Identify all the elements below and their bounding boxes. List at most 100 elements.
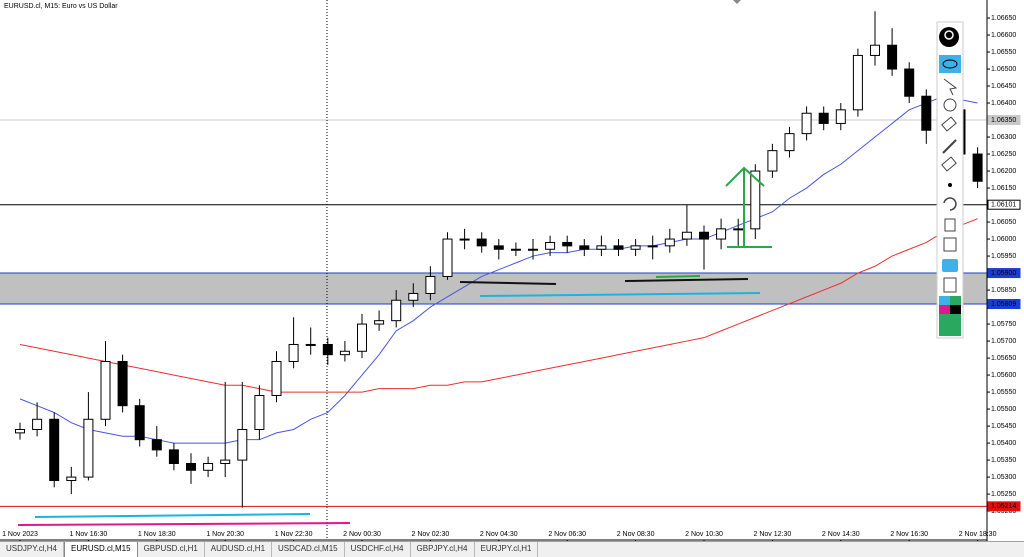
trendline bbox=[17, 522, 351, 526]
candle-body bbox=[391, 299, 402, 322]
candle-body bbox=[339, 350, 350, 356]
color-swatch[interactable] bbox=[939, 305, 950, 314]
trash-icon[interactable] bbox=[944, 218, 956, 232]
y-tick-label: 1.05350 bbox=[991, 457, 1016, 464]
level-label-box bbox=[987, 115, 1021, 126]
y-tick-label: 1.05950 bbox=[991, 253, 1016, 260]
y-tick-label: 1.05600 bbox=[991, 372, 1016, 379]
x-tick-label: 2 Nov 18:30 bbox=[959, 531, 997, 538]
candle-body bbox=[562, 241, 573, 247]
candle-body bbox=[528, 248, 538, 251]
chart-tab[interactable]: USDCHF.cl,H4 bbox=[345, 542, 411, 557]
logo-icon[interactable] bbox=[939, 27, 959, 47]
y-tick-label: 1.06200 bbox=[991, 168, 1016, 175]
candle-body bbox=[972, 153, 983, 182]
candle-body bbox=[699, 231, 709, 240]
chart-tab[interactable]: EURUSD.cl,M15 bbox=[63, 542, 138, 557]
ruler-icon[interactable] bbox=[941, 156, 957, 172]
chart-tab[interactable]: AUDUSD.cl,H1 bbox=[205, 542, 273, 557]
color-swatch[interactable] bbox=[939, 314, 961, 336]
candle-body bbox=[784, 133, 795, 152]
zone-layer bbox=[0, 273, 987, 305]
chart-tab[interactable]: GBPJPY.cl,H4 bbox=[411, 542, 475, 557]
candle-body bbox=[254, 394, 265, 430]
moving-average bbox=[19, 95, 978, 444]
eraser-icon[interactable] bbox=[941, 116, 957, 132]
level-layer bbox=[0, 119, 987, 507]
chart-tab[interactable]: EURJPY.cl,H1 bbox=[475, 542, 539, 557]
level-label-box bbox=[987, 199, 1021, 210]
candle-body bbox=[887, 44, 898, 70]
x-tick-label: 2 Nov 04:30 bbox=[480, 531, 518, 538]
candle-body bbox=[357, 323, 367, 352]
level-label: 1.05809 bbox=[991, 301, 1016, 308]
candle-body bbox=[733, 228, 744, 231]
y-tick-label: 1.06400 bbox=[991, 100, 1016, 107]
camera-icon[interactable] bbox=[942, 259, 958, 272]
candle-body bbox=[374, 320, 385, 325]
y-tick-label: 1.05200 bbox=[991, 508, 1016, 515]
level-label: 1.05900 bbox=[991, 270, 1016, 277]
level-label-box bbox=[987, 501, 1021, 512]
candle-body bbox=[476, 238, 487, 247]
candle-body bbox=[322, 343, 333, 356]
undo-icon[interactable] bbox=[943, 197, 957, 211]
trendline bbox=[459, 281, 557, 285]
y-tick-label: 1.05500 bbox=[991, 406, 1016, 413]
level-label-box bbox=[987, 299, 1021, 310]
train-icon[interactable] bbox=[943, 237, 957, 252]
candle-body bbox=[493, 245, 504, 250]
candle-layer bbox=[15, 11, 983, 508]
x-tick-label: 1 Nov 16:30 bbox=[70, 531, 108, 538]
toolbar-panel bbox=[936, 21, 964, 339]
color-swatch[interactable] bbox=[939, 296, 950, 305]
shift-marker bbox=[733, 0, 741, 4]
magnet-icon[interactable] bbox=[943, 98, 957, 112]
candle-body bbox=[66, 476, 77, 481]
y-tick-label: 1.06450 bbox=[991, 83, 1016, 90]
x-tick-label: 1 Nov 20:30 bbox=[206, 531, 244, 538]
candle-body bbox=[237, 428, 248, 461]
y-tick-label: 1.06500 bbox=[991, 66, 1016, 73]
candle-body bbox=[271, 360, 282, 396]
color-swatch[interactable] bbox=[950, 305, 961, 314]
y-tick-label: 1.06600 bbox=[991, 32, 1016, 39]
candle-body bbox=[32, 418, 43, 430]
ma-layer bbox=[19, 95, 978, 444]
candle-body bbox=[818, 112, 829, 124]
chart-tab[interactable]: GBPUSD.cl,H1 bbox=[138, 542, 205, 557]
y-tick-label: 1.05300 bbox=[991, 474, 1016, 481]
color-swatch[interactable] bbox=[950, 296, 961, 305]
x-tick-label: 1 Nov 2023 bbox=[2, 531, 38, 538]
x-tick-label: 2 Nov 08:30 bbox=[617, 531, 655, 538]
eye-button[interactable] bbox=[939, 55, 961, 73]
y-tick-label: 1.05450 bbox=[991, 423, 1016, 430]
x-tick-label: 1 Nov 18:30 bbox=[138, 531, 176, 538]
candle-body bbox=[100, 360, 111, 420]
x-tick-label: 2 Nov 06:30 bbox=[548, 531, 586, 538]
y-tick-label: 1.05550 bbox=[991, 389, 1016, 396]
candle-body bbox=[305, 343, 316, 346]
zone bbox=[0, 273, 987, 305]
line-icon[interactable] bbox=[942, 139, 957, 154]
chart-tab[interactable]: USDJPY.cl,H4 bbox=[0, 542, 64, 557]
candle-body bbox=[870, 44, 880, 56]
y-tick-label: 1.05250 bbox=[991, 491, 1016, 498]
candle-body bbox=[510, 248, 521, 251]
candle-body bbox=[852, 54, 863, 111]
dot-icon[interactable] bbox=[948, 183, 952, 187]
y-tick-label: 1.05700 bbox=[991, 338, 1016, 345]
cursor-icon[interactable] bbox=[943, 78, 958, 96]
clipboard-icon[interactable] bbox=[943, 277, 957, 293]
eye-icon bbox=[942, 59, 958, 69]
y-tick-label: 1.06300 bbox=[991, 134, 1016, 141]
x-tick-label: 2 Nov 14:30 bbox=[822, 531, 860, 538]
trendline bbox=[655, 275, 701, 278]
candle-body bbox=[545, 241, 556, 250]
chart-tab[interactable]: USDCAD.cl,M15 bbox=[272, 542, 345, 557]
candle-body bbox=[408, 292, 419, 301]
x-tick-label: 2 Nov 00:30 bbox=[343, 531, 381, 538]
trendline bbox=[479, 292, 761, 297]
candle-body bbox=[767, 150, 778, 172]
